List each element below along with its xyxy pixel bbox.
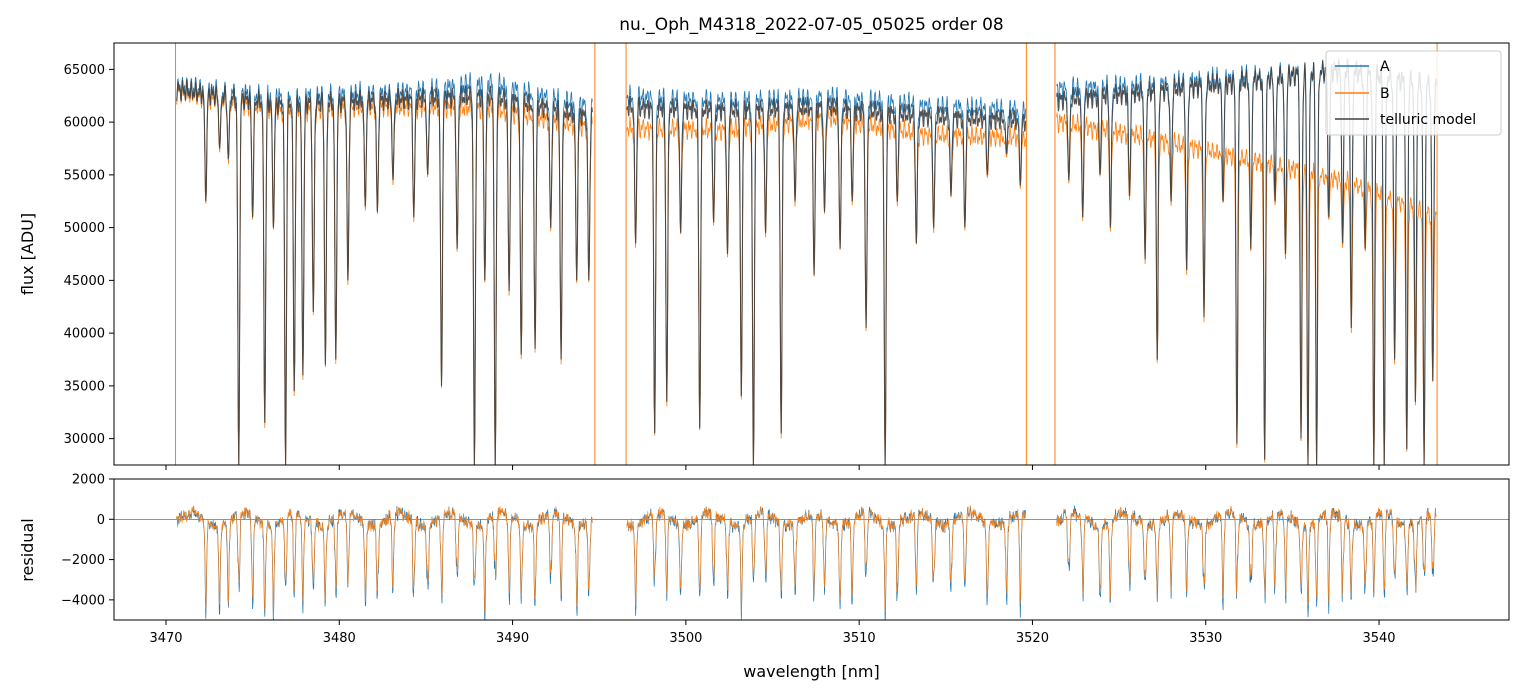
residual-y-tick-label: 2000	[72, 473, 105, 488]
residual-y-tick-label: −4000	[61, 593, 105, 608]
flux-y-tick-label: 45000	[64, 274, 105, 289]
residual-y-axis: −4000 −2000 0 2000	[61, 473, 114, 608]
x-tick-label: 3510	[843, 631, 876, 646]
series-b-line	[1056, 112, 1437, 465]
flux-y-tick-label: 50000	[64, 221, 105, 236]
x-tick-label: 3530	[1189, 631, 1222, 646]
residual-y-label: residual	[18, 518, 37, 581]
flux-y-tick-label: 35000	[64, 379, 105, 394]
chart-title: nu._Oph_M4318_2022-07-05_05025 order 08	[619, 15, 1003, 35]
residual-b-line	[1056, 505, 1437, 606]
flux-axes-frame	[113, 42, 1510, 466]
telluric-model-line	[1056, 57, 1437, 465]
x-tick-label: 3520	[1016, 631, 1049, 646]
residual-y-tick-label: −2000	[61, 553, 105, 568]
flux-y-tick-label: 40000	[64, 327, 105, 342]
x-tick-label: 3490	[496, 631, 529, 646]
flux-y-tick-label: 65000	[64, 63, 105, 78]
legend: A B telluric model	[1325, 50, 1502, 136]
x-tick-label: 3540	[1362, 631, 1395, 646]
residual-b-line	[176, 506, 593, 619]
x-axis-label: wavelength [nm]	[743, 662, 880, 681]
telluric-model-line	[626, 95, 1027, 465]
residual-plot-area	[114, 504, 1509, 620]
residual-axes-frame	[113, 478, 1510, 621]
flux-y-label: flux [ADU]	[18, 213, 37, 295]
flux-y-tick-label: 55000	[64, 168, 105, 183]
flux-y-axis: 30000 35000 40000 45000 50000 55000 60000 65000	[64, 63, 114, 447]
x-tick-label: 3470	[149, 631, 182, 646]
legend-label-a: A	[1380, 59, 1390, 75]
residual-b-line	[626, 504, 1026, 612]
flux-y-tick-label: 60000	[64, 116, 105, 131]
x-tick-label: 3500	[669, 631, 702, 646]
x-axis: 3470 3480 3490 3500 3510 3520 3530 3540	[149, 465, 1396, 646]
residual-y-tick-label: 0	[97, 513, 105, 528]
legend-box	[1325, 50, 1502, 136]
x-tick-label: 3480	[323, 631, 356, 646]
legend-label-b: B	[1380, 86, 1390, 102]
flux-y-tick-label: 30000	[64, 432, 105, 447]
telluric-model-line	[175, 79, 593, 465]
legend-label-model: telluric model	[1380, 112, 1476, 128]
flux-plot-area	[175, 43, 1438, 465]
